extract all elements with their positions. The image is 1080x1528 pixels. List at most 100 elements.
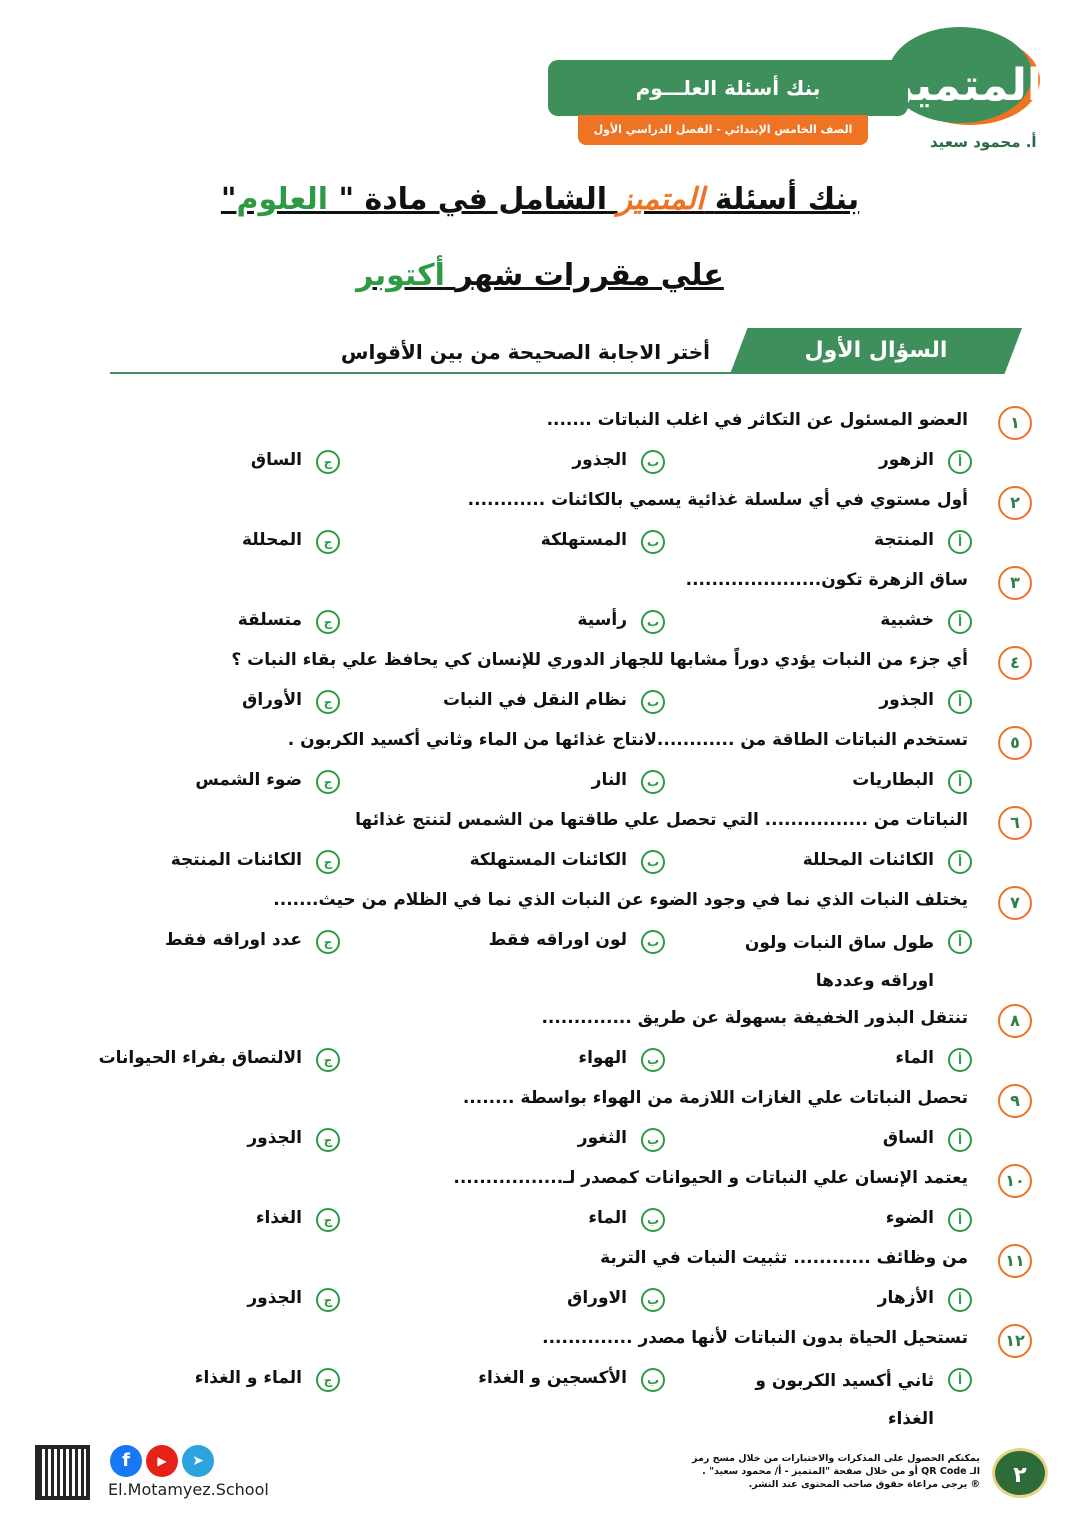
option[interactable]: أ الضوء [886, 1208, 972, 1232]
option-letter: أ [948, 450, 972, 474]
option[interactable]: ب المستهلكة [541, 530, 665, 554]
question-text: تحصل النباتات علي الغازات اللازمة من اله… [462, 1088, 968, 1108]
option-text: الكائنات المنتجة [170, 850, 302, 870]
svg-text:المتميز: المتميز [886, 60, 1040, 111]
option-text: الالتصاق بفراء الحيوانات [98, 1048, 302, 1068]
option[interactable]: ب لون اوراقه فقط [489, 930, 665, 954]
option[interactable]: أ الزهور [879, 450, 972, 474]
option-text: المنتجة [873, 530, 934, 550]
option-letter: ج [316, 610, 340, 634]
option-text: الزهور [878, 450, 934, 470]
option[interactable]: ج الكائنات المنتجة [171, 850, 340, 874]
facebook-icon[interactable]: f [110, 1445, 142, 1477]
option[interactable]: ب الثغور [578, 1128, 665, 1152]
option-text: ضوء الشمس [195, 770, 302, 790]
option-text: المحللة [241, 530, 302, 550]
option-letter: ب [641, 770, 665, 794]
option[interactable]: ب الماء [588, 1208, 665, 1232]
option[interactable]: ج الجذور [247, 1288, 340, 1312]
author-name: أ. محمود سعيد [930, 133, 1037, 151]
option[interactable]: ج الأوراق [242, 690, 340, 714]
section-label: السؤال الأول [730, 328, 1022, 374]
option[interactable]: ج ضوء الشمس [195, 770, 340, 794]
option[interactable]: ج عدد اوراقه فقط [165, 930, 340, 954]
options-row: أ الضوء ب الماء ج الغذاء [40, 1200, 1040, 1240]
option-text: الأوراق [242, 690, 302, 710]
question-row: ٥ تستخدم النباتات الطاقة من ............ل… [40, 722, 1040, 762]
option[interactable]: ج الجذور [247, 1128, 340, 1152]
option-text: الماء و الغذاء [194, 1368, 302, 1388]
question-row: ٧ يختلف النبات الذي نما في وجود الضوء عن … [40, 882, 1040, 922]
question-row: ٣ ساق الزهرة تكون..................... [40, 562, 1040, 602]
option[interactable]: ج الغذاء [256, 1208, 340, 1232]
option[interactable]: أ الماء [895, 1048, 972, 1072]
question-text: يعتمد الإنسان علي النباتات و الحيوانات ك… [453, 1168, 968, 1188]
option[interactable]: أ ثاني أكسيد الكربون و الغذاء [714, 1368, 972, 1438]
option-text: طول ساق النبات ولون اوراقه وعددها [744, 933, 934, 991]
option-letter: ج [316, 530, 340, 554]
option[interactable]: ب الكائنات المستهلكة [470, 850, 665, 874]
telegram-icon[interactable]: ➤ [182, 1445, 214, 1477]
option-text: متسلقة [237, 610, 302, 630]
options-row: أ الجذور ب نظام النقل في النبات ج الأوراق [40, 682, 1040, 722]
option-letter: ب [641, 1368, 665, 1392]
question-text: من وظائف ............ تثبيت النبات في ال… [600, 1248, 968, 1268]
option-letter: أ [948, 530, 972, 554]
option-letter: ج [316, 1368, 340, 1392]
option-letter: أ [948, 690, 972, 714]
option-text: الساق [250, 450, 302, 470]
page-subtitle: علي مقررات شهر أكتوبر [0, 258, 1080, 293]
option[interactable]: ب النار [592, 770, 665, 794]
option-text: الكائنات المستهلكة [469, 850, 627, 870]
option[interactable]: ج متسلقة [238, 610, 340, 634]
option-text: خشبية [880, 610, 934, 630]
option-letter: أ [948, 930, 972, 954]
option-text: لون اوراقه فقط [488, 930, 627, 950]
option[interactable]: أ الساق [883, 1128, 972, 1152]
option[interactable]: ج الالتصاق بفراء الحيوانات [99, 1048, 340, 1072]
option[interactable]: ب الأكسجين و الغذاء [478, 1368, 665, 1392]
title-text: الشامل في مادة " [338, 182, 608, 217]
subtitle-text: علي مقررات شهر [455, 258, 724, 293]
section-instruction: أختر الاجابة الصحيحة من بين الأقواس [110, 330, 740, 374]
title-subject: العلوم [236, 182, 328, 217]
option-letter: ج [316, 930, 340, 954]
header-banner: بنك أسئلة العلـــوم [548, 60, 908, 116]
option[interactable]: ب الهواء [578, 1048, 665, 1072]
option[interactable]: أ الجذور [879, 690, 972, 714]
option[interactable]: ج الماء و الغذاء [195, 1368, 340, 1392]
option[interactable]: ب رأسية [577, 610, 665, 634]
option[interactable]: أ الأزهار [878, 1288, 972, 1312]
question-row: ١٢ تستحيل الحياة بدون النباتات لأنها مصدر… [40, 1320, 1040, 1360]
options-row: أ الزهور ب الجذور ج الساق [40, 442, 1040, 482]
option-letter: أ [948, 1288, 972, 1312]
option-letter: ب [641, 1048, 665, 1072]
option[interactable]: ج الساق [251, 450, 340, 474]
option[interactable]: أ خشبية [880, 610, 972, 634]
option[interactable]: أ المنتجة [874, 530, 972, 554]
page-title: بنك أسئلة المتميز الشامل في مادة " العلو… [0, 182, 1080, 217]
question-row: ١١ من وظائف ............ تثبيت النبات في … [40, 1240, 1040, 1280]
option[interactable]: ب الجذور [572, 450, 665, 474]
youtube-icon[interactable]: ▶ [146, 1445, 178, 1477]
option-text: الأكسجين و الغذاء [478, 1368, 627, 1388]
question-text: ساق الزهرة تكون..................... [685, 570, 968, 590]
question-number: ١٢ [998, 1324, 1032, 1358]
question-text: تستخدم النباتات الطاقة من ............لا… [287, 730, 968, 750]
question-text: العضو المسئول عن التكاثر في اغلب النباتا… [546, 410, 968, 430]
option-text: الجذور [247, 1288, 302, 1308]
options-row: أ المنتجة ب المستهلكة ج المحللة [40, 522, 1040, 562]
question-number: ٣ [998, 566, 1032, 600]
option[interactable]: ب الاوراق [567, 1288, 665, 1312]
option-letter: ج [316, 770, 340, 794]
question-text: النباتات من ................ التي تحصل ع… [355, 810, 968, 830]
option-text: الأزهار [877, 1288, 934, 1308]
option[interactable]: ج المحللة [242, 530, 340, 554]
option-letter: ب [641, 1288, 665, 1312]
question-number: ١ [998, 406, 1032, 440]
qr-code[interactable] [35, 1445, 90, 1500]
option[interactable]: أ طول ساق النبات ولون اوراقه وعددها [714, 930, 972, 1000]
option[interactable]: أ البطاريات [852, 770, 972, 794]
option[interactable]: ب نظام النقل في النبات [443, 690, 665, 714]
option[interactable]: أ الكائنات المحللة [803, 850, 972, 874]
